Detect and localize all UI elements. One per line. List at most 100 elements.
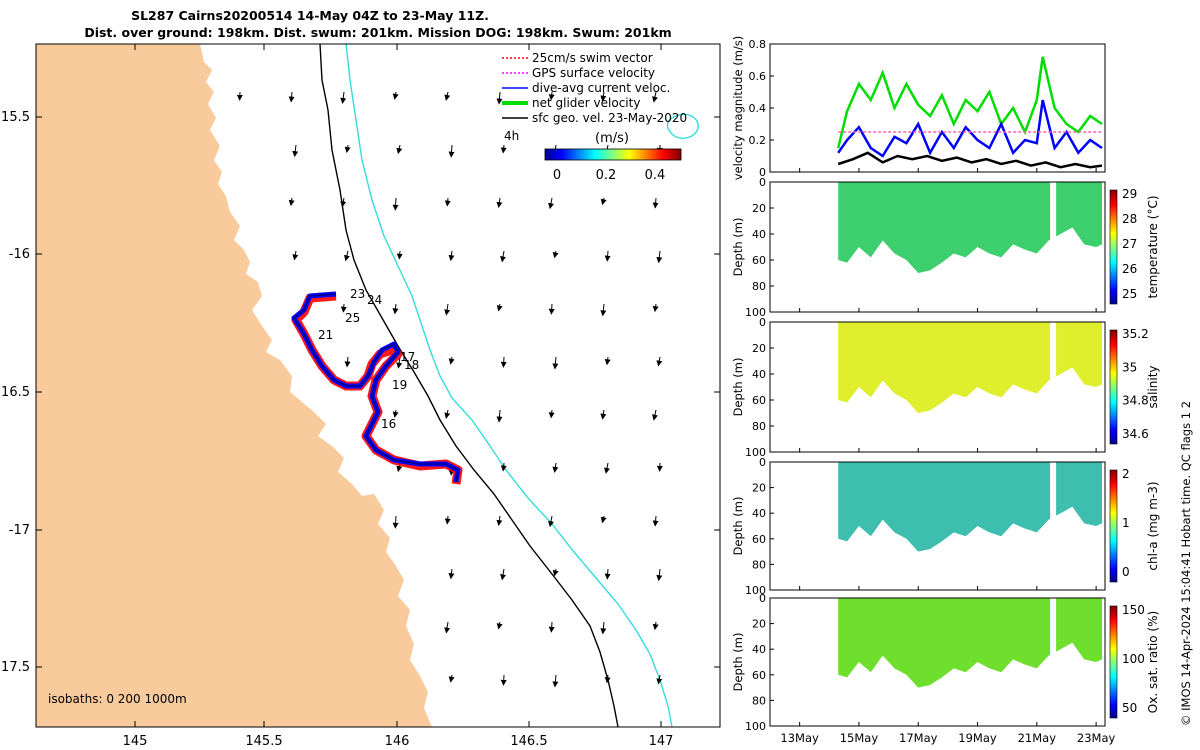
glider-track xyxy=(291,291,463,485)
panel-2: 0 20 40 60 80 100 29 28 27 26 25 temperature (°C) De… xyxy=(731,176,1160,319)
velocity-arrow xyxy=(656,250,663,264)
ytick-label: 0.8 xyxy=(749,38,767,51)
velocity-arrow xyxy=(652,91,658,103)
velocity-arrow xyxy=(552,674,559,688)
track-day-label: 24 xyxy=(367,293,382,307)
velocity-arrow xyxy=(656,674,663,685)
ytick-label: 60 xyxy=(752,533,766,546)
velocity-series-line xyxy=(837,151,1103,169)
track-day-label: 21 xyxy=(318,328,333,342)
ytick-label: 20 xyxy=(752,202,766,215)
velocity-arrow xyxy=(448,568,455,580)
velocity-arrow xyxy=(552,462,559,473)
colorbar-tick-label: 1 xyxy=(1122,516,1130,530)
velocity-arrow xyxy=(288,91,295,103)
velocity-arrow xyxy=(548,515,554,528)
velocity-arrow xyxy=(444,621,451,634)
map-ytick-label: 16.5 xyxy=(1,385,30,400)
velocity-arrow xyxy=(500,356,507,368)
colorbar-label: Ox. sat. ratio (%) xyxy=(1146,611,1160,713)
ytick-label: 40 xyxy=(752,643,766,656)
velocity-arrow xyxy=(600,621,607,635)
panel-colorbar xyxy=(1109,605,1118,719)
colorbar-label: temperature (°C) xyxy=(1146,196,1160,299)
velocity-arrow xyxy=(496,91,503,105)
time-step-label: 4h xyxy=(504,129,519,143)
velocity-arrow xyxy=(496,303,503,312)
panel-4: 0 20 40 60 80 100 2 1 0 chl-a (mg m-3) Depth (m) xyxy=(731,456,1160,597)
map-xtick-label: 147 xyxy=(649,734,674,749)
velocity-arrow xyxy=(652,409,658,421)
ytick-label: 0 xyxy=(759,176,766,189)
ytick-label: 20 xyxy=(752,342,766,355)
velocity-arrow xyxy=(500,250,507,263)
velocity-arrow xyxy=(340,197,347,208)
panel-3: 0 20 40 60 80 100 35.2 35 34.8 34.6 salinity Depth … xyxy=(731,316,1160,459)
legend-label: sfc geo. vel. 23-May-2020 xyxy=(532,111,687,125)
velocity-arrow xyxy=(396,356,403,369)
ytick-label: 40 xyxy=(752,368,766,381)
velocity-arrow xyxy=(652,197,659,209)
ytick-label: 80 xyxy=(752,694,766,707)
colorbar-tick-label: 0.2 xyxy=(596,168,617,183)
map-xtick-label: 146 xyxy=(385,734,410,749)
velocity-arrow xyxy=(340,303,347,313)
time-tick-label: 15May xyxy=(840,731,879,745)
figure-title-line1: SL287 Cairns20200514 14-May 04Z to 23-Ma… xyxy=(131,8,489,23)
map-ytick-label: -16 xyxy=(9,247,30,262)
velocity-arrow xyxy=(448,356,455,365)
colorbar-tick-label: 35 xyxy=(1122,360,1137,374)
colorbar-tick-label: 2 xyxy=(1122,467,1130,481)
velocity-arrow xyxy=(604,568,611,580)
time-tick-label: 23May xyxy=(1077,731,1116,745)
velocity-arrow xyxy=(600,409,607,420)
panel-colorbar xyxy=(1109,469,1118,583)
colorbar-tick-label: 27 xyxy=(1122,237,1137,251)
colorbar-tick-label: 34.8 xyxy=(1122,394,1149,408)
velocity-arrow xyxy=(548,303,555,315)
ytick-label: 20 xyxy=(752,618,766,631)
time-tick-label: 19May xyxy=(958,731,997,745)
velocity-arrow xyxy=(500,674,507,686)
colorbar-unit: (m/s) xyxy=(595,131,629,146)
velocity-arrow xyxy=(496,197,503,209)
velocity-arrow xyxy=(444,303,451,316)
panel-colorbar xyxy=(1109,189,1118,305)
ytick-label: 0.4 xyxy=(749,102,767,115)
legend-label: net glider velocity xyxy=(532,96,640,110)
isobath-1000m-loop xyxy=(666,113,699,139)
depth-curtain xyxy=(838,598,1102,688)
ytick-label: 20 xyxy=(752,482,766,495)
isobath-1000m xyxy=(345,44,673,727)
map-ytick-label: 15.5 xyxy=(1,110,30,125)
velocity-arrow xyxy=(444,91,451,101)
colorbar-tick-label: 26 xyxy=(1122,262,1137,276)
speed-colorbar-ticks: 0 0.2 0.4 xyxy=(553,168,665,183)
velocity-arrow xyxy=(292,144,299,158)
figure-title-line2: Dist. over ground: 198km. Dist. swum: 20… xyxy=(84,25,671,40)
colorbar-tick-label: 0.4 xyxy=(645,168,666,183)
ytick-label: 0 xyxy=(759,316,766,329)
ytick-label: 40 xyxy=(752,507,766,520)
ytick-label: 100 xyxy=(745,584,766,597)
velocity-arrow xyxy=(496,621,503,630)
colorbar-tick-label: 34.6 xyxy=(1122,427,1149,441)
ytick-label: 0 xyxy=(759,592,766,605)
ytick-label: 0 xyxy=(759,456,766,469)
panel-ylabel: Depth (m) xyxy=(731,358,745,417)
colorbar-tick-label: 35.2 xyxy=(1122,327,1149,341)
panel-ylabel: Depth (m) xyxy=(731,218,745,277)
isobath-label: isobaths: 0 200 1000m xyxy=(48,692,187,706)
panel-5: 0 20 40 60 80 100 150 100 50 Ox. sat. ratio (%) De… xyxy=(731,592,1160,733)
colorbar-tick-label: 25 xyxy=(1122,287,1137,301)
velocity-arrow xyxy=(548,621,555,633)
panel-ylabel: Depth (m) xyxy=(731,497,745,556)
isobath-200m xyxy=(319,44,619,727)
velocity-arrow xyxy=(600,515,607,524)
track-day-label: 16 xyxy=(381,417,396,431)
panel-1: 0 0.2 0.4 0.6 0.8 velocity magnitude (m/s) xyxy=(731,36,1106,180)
velocity-arrow xyxy=(448,144,455,158)
track-day-label: 25 xyxy=(345,311,360,325)
